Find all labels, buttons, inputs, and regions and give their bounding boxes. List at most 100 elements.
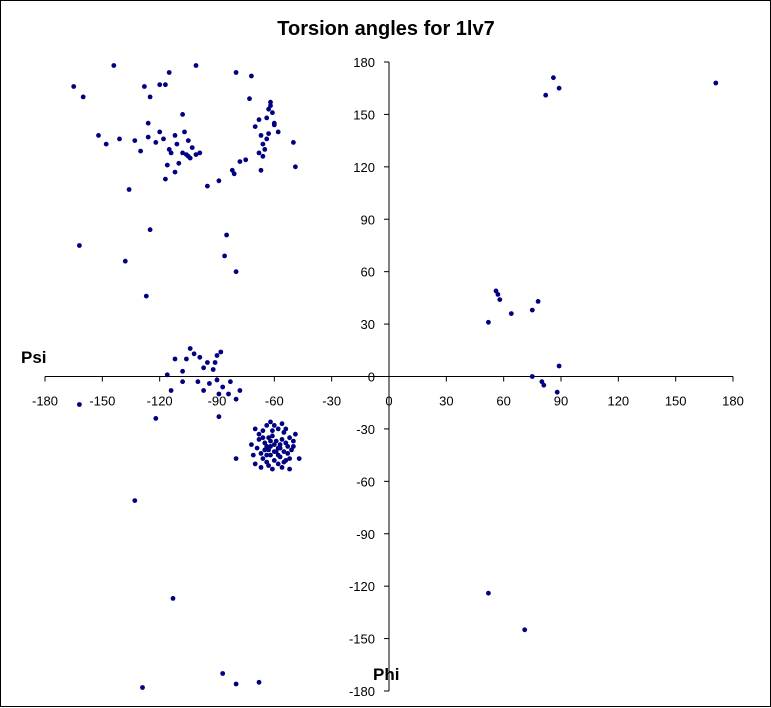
y-tick-label: 180: [353, 55, 375, 70]
data-point: [271, 442, 277, 447]
x-tick-label: 0: [385, 394, 392, 409]
data-point: [184, 152, 189, 158]
x-axis-title: Phi: [373, 665, 399, 684]
data-point: [541, 382, 547, 388]
y-tick-label: 90: [361, 212, 375, 227]
data-point: [271, 449, 277, 454]
data-point: [556, 85, 562, 91]
x-tick-label: -30: [322, 394, 341, 409]
data-point: [163, 176, 168, 182]
data-point: [147, 94, 153, 100]
y-tick-label: -120: [349, 579, 375, 594]
data-point: [262, 147, 268, 152]
x-tick-label: 90: [554, 394, 568, 409]
data-point: [138, 148, 144, 154]
data-point: [122, 258, 128, 264]
data-point: [233, 681, 239, 687]
data-point: [210, 367, 216, 372]
data-point: [271, 120, 277, 126]
y-tick-label: -90: [356, 527, 375, 542]
y-tick-label: 60: [361, 265, 375, 280]
data-point: [170, 596, 176, 601]
x-axis-ticks: -180 -150 -120 -90 -60 -30 0 30 60 90 120 150 180: [32, 376, 744, 409]
data-point: [205, 183, 210, 189]
data-point: [250, 452, 256, 458]
data-point: [287, 456, 292, 461]
data-point: [486, 319, 491, 325]
data-point: [172, 133, 178, 138]
data-point: [271, 423, 277, 428]
data-point: [535, 299, 541, 304]
data-point: [285, 444, 291, 449]
data-point: [260, 435, 266, 441]
x-tick-label: 30: [439, 394, 453, 409]
y-tick-label: 0: [368, 370, 375, 385]
data-point: [193, 152, 199, 158]
x-tick-label: 150: [665, 394, 687, 409]
data-point: [493, 288, 499, 294]
data-point: [174, 141, 180, 147]
chart-title: Torsion angles for 1lv7: [277, 18, 494, 40]
data-point: [281, 430, 287, 435]
data-point: [508, 311, 514, 316]
data-point: [256, 150, 262, 156]
data-point: [522, 627, 528, 633]
data-point: [296, 456, 302, 461]
data-point: [256, 431, 262, 437]
x-tick-label: 180: [722, 394, 744, 409]
x-tick-label: -120: [147, 394, 173, 409]
data-point: [264, 115, 270, 121]
data-point: [205, 360, 210, 365]
data-point: [201, 365, 207, 371]
data-point: [132, 138, 138, 144]
data-point: [270, 433, 275, 439]
data-point: [117, 136, 122, 142]
data-point: [145, 134, 151, 140]
data-point: [180, 379, 186, 385]
data-point: [275, 426, 281, 432]
data-point: [168, 388, 174, 393]
data-point: [216, 391, 222, 397]
data-point: [216, 178, 222, 184]
data-point: [264, 136, 270, 142]
data-point: [191, 351, 197, 357]
data-point: [249, 73, 254, 79]
data-point: [260, 456, 266, 461]
data-point: [268, 103, 273, 109]
data-point: [291, 140, 296, 145]
data-point: [258, 167, 264, 173]
data-point: [231, 171, 237, 177]
data-point: [216, 414, 222, 420]
data-point: [193, 63, 199, 68]
y-tick-label: -180: [349, 684, 375, 699]
data-point: [111, 63, 117, 68]
data-point: [262, 440, 268, 446]
data-point: [247, 96, 252, 102]
y-axis-title: Psi: [21, 348, 47, 367]
data-point: [268, 444, 273, 449]
data-point: [195, 379, 201, 385]
data-point: [258, 133, 264, 138]
data-point: [556, 363, 562, 369]
data-point: [275, 129, 281, 135]
data-point: [147, 227, 153, 233]
data-point: [287, 435, 292, 441]
data-point: [258, 451, 264, 456]
data-point: [71, 84, 77, 89]
data-point: [220, 671, 226, 676]
data-point: [166, 147, 172, 152]
data-point: [266, 463, 271, 468]
data-point: [266, 447, 271, 453]
data-point: [293, 431, 298, 437]
data-point: [254, 445, 260, 451]
data-point: [153, 140, 159, 145]
data-point: [279, 437, 285, 442]
data-point: [289, 447, 294, 453]
data-point: [233, 269, 239, 275]
data-point: [283, 426, 289, 432]
data-point: [197, 150, 203, 156]
data-point: [268, 452, 273, 458]
data-point: [256, 117, 262, 123]
data-point: [80, 94, 86, 100]
data-point: [270, 466, 275, 472]
